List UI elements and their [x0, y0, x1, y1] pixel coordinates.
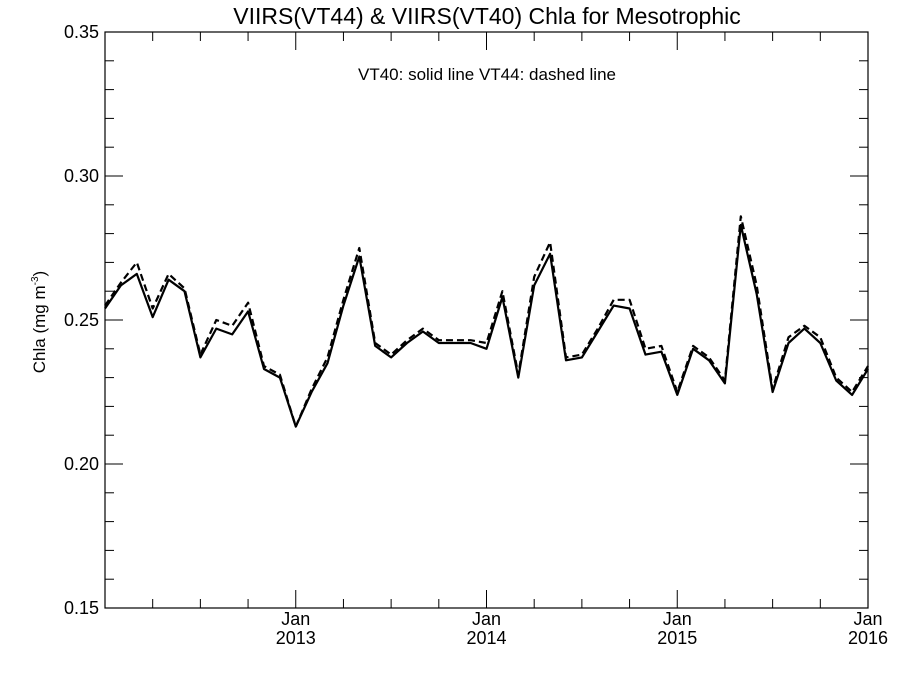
- x-tick-label-month: Jan: [472, 609, 501, 629]
- x-tick-label-month: Jan: [281, 609, 310, 629]
- y-tick-label: 0.30: [64, 166, 99, 186]
- chart-annotation: VT40: solid line VT44: dashed line: [358, 65, 616, 84]
- y-axis-label-superscript: -3: [30, 276, 41, 285]
- y-tick-label: 0.15: [64, 598, 99, 618]
- x-tick-label-year: 2016: [848, 628, 888, 648]
- chart-title: VIIRS(VT44) & VIIRS(VT40) Chla for Mesot…: [233, 3, 740, 29]
- y-tick-label: 0.20: [64, 454, 99, 474]
- x-tick-label-year: 2015: [657, 628, 697, 648]
- x-tick-label-month: Jan: [853, 609, 882, 629]
- y-axis-label: Chla (mg m-3): [30, 271, 49, 373]
- y-axis-ticks: 0.15 0.20 0.25 0.30 0.35: [64, 22, 868, 618]
- plot-frame: [104, 31, 869, 609]
- series-line-vt40: [104, 223, 869, 428]
- series-line-vt44: [104, 215, 869, 428]
- y-tick-label: 0.35: [64, 22, 99, 42]
- y-tick-label: 0.25: [64, 310, 99, 330]
- x-tick-label-month: Jan: [663, 609, 692, 629]
- y-axis-label-main: Chla (mg m: [30, 285, 49, 373]
- x-tick-label-year: 2014: [466, 628, 506, 648]
- minor-ticks: [104, 32, 868, 608]
- series-layer: [104, 215, 869, 428]
- y-axis-label-close: ): [30, 271, 49, 277]
- x-tick-label-year: 2013: [276, 628, 316, 648]
